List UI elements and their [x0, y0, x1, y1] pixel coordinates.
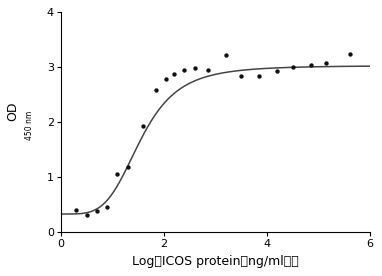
- X-axis label: Log（ICOS protein（ng/ml））: Log（ICOS protein（ng/ml））: [132, 255, 299, 268]
- Point: [114, 172, 120, 177]
- Point: [323, 61, 329, 65]
- Point: [140, 124, 146, 128]
- Point: [181, 68, 188, 72]
- Point: [223, 53, 229, 57]
- Point: [94, 209, 100, 214]
- Point: [346, 51, 353, 56]
- Point: [256, 73, 262, 78]
- Point: [73, 208, 79, 213]
- Point: [125, 165, 131, 169]
- Point: [274, 69, 280, 73]
- Point: [83, 212, 89, 217]
- Point: [238, 73, 244, 78]
- Point: [308, 62, 314, 67]
- Point: [205, 68, 211, 72]
- Point: [104, 205, 110, 210]
- Point: [153, 88, 159, 92]
- Point: [171, 72, 177, 76]
- Point: [163, 77, 170, 82]
- Text: OD: OD: [6, 102, 19, 121]
- Text: 450 nm: 450 nm: [25, 111, 34, 140]
- Point: [192, 66, 198, 71]
- Point: [290, 65, 296, 70]
